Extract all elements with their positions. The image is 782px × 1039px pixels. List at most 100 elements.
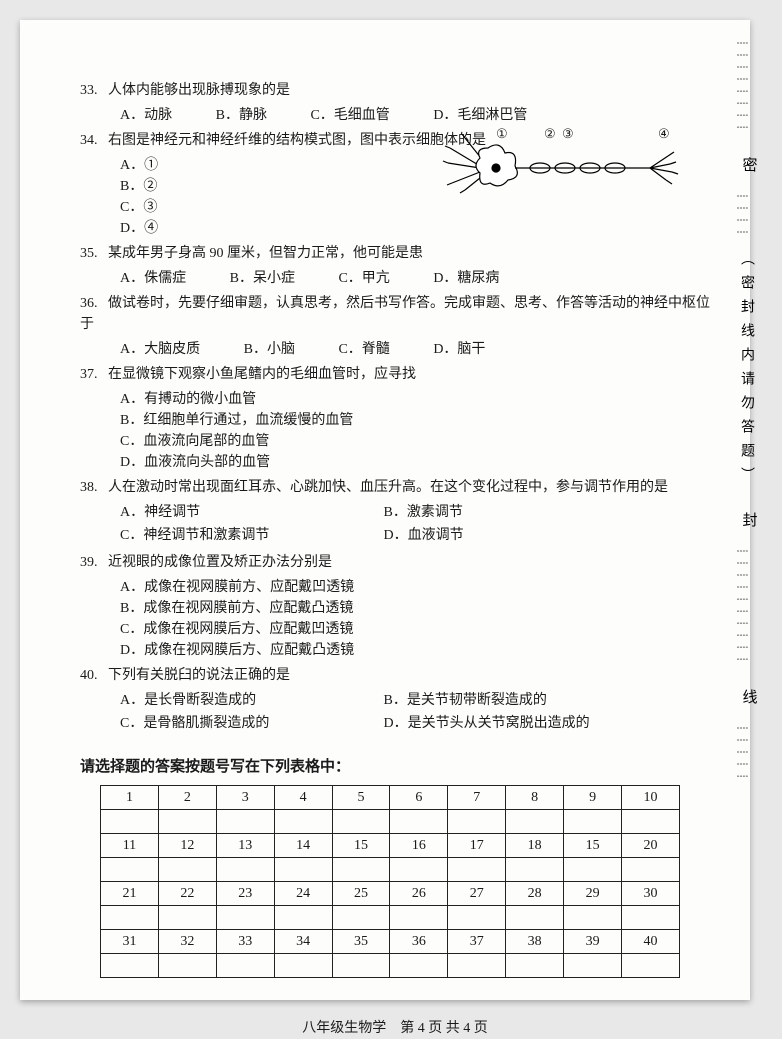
table-cell — [216, 953, 274, 977]
stem: 在显微镜下观察小鱼尾鳍内的毛细血管时，应寻找 — [108, 367, 416, 382]
table-cell — [622, 809, 680, 833]
table-cell: 2 — [158, 785, 216, 809]
question-33: 33.人体内能够出现脉搏现象的是 — [80, 80, 710, 101]
table-cell: 15 — [332, 833, 390, 857]
stem: 某成年男子身高 90 厘米，但智力正常，他可能是患 — [108, 246, 423, 261]
options-40: A．是长骨断裂造成的 B．是关节韧带断裂造成的 C．是骨骼肌撕裂造成的 D．是关… — [80, 690, 710, 736]
opt-b: B．成像在视网膜前方、应配戴凸透镜 — [120, 598, 710, 619]
table-cell — [506, 857, 564, 881]
qnum: 33. — [80, 80, 108, 101]
table-cell: 25 — [332, 881, 390, 905]
table-cell — [506, 953, 564, 977]
opt-c: C．是骨骼肌撕裂造成的 — [120, 713, 380, 734]
table-cell: 30 — [622, 881, 680, 905]
stem: 人在激动时常出现面红耳赤、心跳加快、血压升高。在这个变化过程中，参与调节作用的是 — [108, 480, 668, 495]
qnum: 39. — [80, 552, 108, 573]
table-cell: 36 — [390, 929, 448, 953]
opt-d: D．成像在视网膜后方、应配戴凸透镜 — [120, 640, 710, 661]
table-cell: 33 — [216, 929, 274, 953]
table-cell — [506, 905, 564, 929]
opt-d: D．④ — [80, 218, 710, 239]
seal-char-1: 密 — [736, 154, 764, 175]
table-cell — [622, 953, 680, 977]
qnum: 40. — [80, 665, 108, 686]
table-cell — [390, 905, 448, 929]
table-cell — [158, 857, 216, 881]
table-row: 11121314151617181520 — [101, 833, 680, 857]
label-4: ④ — [658, 124, 670, 144]
qnum: 34. — [80, 130, 108, 151]
table-cell — [564, 905, 622, 929]
table-cell: 4 — [274, 785, 332, 809]
options-35: A．侏儒症 B．呆小症 C．甲亢 D．糖尿病 — [80, 268, 710, 289]
label-1: ① — [496, 124, 508, 144]
table-cell: 31 — [101, 929, 159, 953]
table-cell: 17 — [448, 833, 506, 857]
opt-c: C．脊髓 — [338, 339, 389, 360]
opt-c: C．血液流向尾部的血管 — [120, 431, 710, 452]
table-row: 31323334353637383940 — [101, 929, 680, 953]
stem: 右图是神经元和神经纤维的结构模式图，图中表示细胞体的是 — [108, 133, 486, 148]
table-row: 12345678910 — [101, 785, 680, 809]
table-cell: 26 — [390, 881, 448, 905]
table-cell — [564, 953, 622, 977]
table-cell — [332, 857, 390, 881]
question-36: 36.做试卷时，先要仔细审题，认真思考，然后书写作答。完成审题、思考、作答等活动… — [80, 293, 710, 335]
stem: 近视眼的成像位置及矫正办法分别是 — [108, 555, 332, 570]
table-cell: 16 — [390, 833, 448, 857]
qnum: 35. — [80, 243, 108, 264]
opt-d: D．血液调节 — [384, 525, 644, 546]
table-cell: 29 — [564, 881, 622, 905]
table-row — [101, 857, 680, 881]
table-cell — [332, 809, 390, 833]
neuron-diagram: ① ② ③ ④ — [440, 128, 680, 198]
table-cell: 7 — [448, 785, 506, 809]
table-cell — [390, 857, 448, 881]
table-row — [101, 809, 680, 833]
question-40: 40.下列有关脱臼的说法正确的是 — [80, 665, 710, 686]
table-cell — [216, 905, 274, 929]
table-cell — [101, 857, 159, 881]
dots: ┊┊┊┊┊┊┊┊┊┊ — [736, 548, 747, 668]
table-cell: 27 — [448, 881, 506, 905]
table-cell — [158, 809, 216, 833]
dots: ┊┊┊┊┊ — [736, 725, 747, 785]
opt-a: A．有搏动的微小血管 — [120, 389, 710, 410]
table-cell: 1 — [101, 785, 159, 809]
table-cell: 22 — [158, 881, 216, 905]
table-cell: 6 — [390, 785, 448, 809]
label-2: ② — [544, 124, 556, 144]
question-34: 34.右图是神经元和神经纤维的结构模式图，图中表示细胞体的是 ① ② ③ ④ — [80, 130, 710, 151]
opt-b: B．是关节韧带断裂造成的 — [384, 690, 644, 711]
table-cell — [506, 809, 564, 833]
table-cell — [390, 809, 448, 833]
opt-d: D．脑干 — [433, 339, 485, 360]
seal-paren: （密封线内请勿答题） — [736, 251, 756, 491]
table-cell: 12 — [158, 833, 216, 857]
table-cell — [332, 905, 390, 929]
opt-b: B．激素调节 — [384, 502, 644, 523]
question-35: 35.某成年男子身高 90 厘米，但智力正常，他可能是患 — [80, 243, 710, 264]
table-cell: 35 — [332, 929, 390, 953]
opt-c: C．③ — [80, 197, 710, 218]
opt-b: B．呆小症 — [230, 268, 295, 289]
options-39: A．成像在视网膜前方、应配戴凹透镜 B．成像在视网膜前方、应配戴凸透镜 C．成像… — [80, 577, 710, 661]
table-cell: 9 — [564, 785, 622, 809]
table-cell: 37 — [448, 929, 506, 953]
qnum: 38. — [80, 477, 108, 498]
table-cell: 40 — [622, 929, 680, 953]
opt-b: B．红细胞单行通过，血流缓慢的血管 — [120, 410, 710, 431]
table-cell — [564, 809, 622, 833]
opt-b: B．静脉 — [216, 105, 267, 126]
table-cell: 15 — [564, 833, 622, 857]
opt-a: A．神经调节 — [120, 502, 380, 523]
table-cell — [216, 809, 274, 833]
table-cell — [101, 905, 159, 929]
opt-c: C．甲亢 — [338, 268, 389, 289]
table-cell — [158, 905, 216, 929]
table-cell: 34 — [274, 929, 332, 953]
stem: 人体内能够出现脉搏现象的是 — [108, 83, 290, 98]
table-cell — [274, 857, 332, 881]
table-cell — [448, 953, 506, 977]
table-cell — [448, 809, 506, 833]
